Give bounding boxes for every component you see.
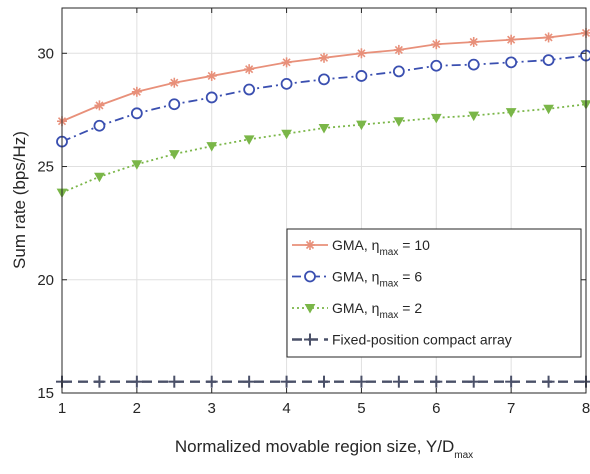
data-point — [543, 104, 554, 115]
data-point — [243, 135, 255, 145]
legend-marker — [304, 270, 316, 283]
x-tick-label: 1 — [58, 400, 66, 417]
data-point — [393, 44, 404, 55]
legend-entry-3: Fixed-position compact array — [292, 332, 512, 348]
data-point — [280, 77, 293, 90]
legend-marker — [304, 333, 316, 346]
data-point — [168, 150, 180, 160]
legend-marker — [305, 240, 315, 250]
y-tick-label: 25 — [37, 159, 54, 176]
legend-label: GMA, ηmax = 10 — [332, 237, 430, 258]
legend-label: Fixed-position compact array — [332, 332, 512, 348]
data-point — [542, 54, 555, 66]
series-layer — [56, 27, 590, 388]
data-point — [94, 172, 105, 183]
series-1 — [56, 49, 590, 148]
data-point — [392, 375, 405, 388]
series-3 — [56, 375, 590, 388]
data-point — [131, 160, 143, 170]
data-point — [243, 83, 256, 96]
x-tick-label: 4 — [282, 400, 290, 417]
legend: GMA, ηmax = 10 GMA, ηmax = 6 GMA, ηmax = 2… — [286, 228, 582, 358]
data-point — [431, 39, 442, 50]
data-point — [543, 32, 554, 43]
data-point — [318, 73, 330, 86]
data-point — [505, 108, 517, 118]
legend-entry-2: GMA, ηmax = 2 — [292, 300, 422, 321]
legend-marker — [304, 304, 316, 314]
data-point — [467, 58, 480, 71]
data-point — [430, 113, 442, 124]
data-point — [392, 65, 405, 78]
data-point — [356, 48, 367, 59]
axis-ticks: 1 2 3 4 5 6 7 8 15 20 25 30 — [37, 8, 590, 417]
x-tick-label: 6 — [432, 400, 440, 417]
data-point — [355, 70, 368, 82]
data-point — [168, 98, 181, 111]
data-point — [169, 77, 180, 88]
data-point — [505, 56, 518, 69]
data-point — [206, 70, 217, 81]
data-point — [206, 142, 218, 152]
data-point — [467, 375, 480, 388]
legend-entry-1: GMA, ηmax = 6 — [292, 269, 422, 290]
y-tick-label: 15 — [37, 385, 54, 402]
x-tick-label: 3 — [208, 400, 216, 417]
data-point — [319, 52, 329, 63]
y-tick-label: 20 — [37, 272, 54, 289]
plot-frame — [61, 7, 587, 394]
x-tick-label: 5 — [357, 400, 365, 417]
data-point — [280, 375, 293, 388]
data-point — [468, 36, 479, 47]
y-axis-label: Sum rate (bps/Hz) — [10, 131, 29, 269]
data-point — [542, 375, 555, 388]
legend-label: GMA, ηmax = 2 — [332, 300, 422, 321]
series-2 — [56, 100, 590, 199]
x-tick-label: 2 — [133, 400, 141, 417]
data-point — [430, 59, 443, 72]
data-point — [243, 375, 256, 388]
data-point — [355, 375, 368, 388]
x-axis-label: Normalized movable region size, Y/Dmax — [175, 437, 473, 461]
data-point — [130, 107, 143, 120]
data-point — [506, 34, 517, 45]
data-point — [93, 119, 106, 132]
data-point — [505, 375, 518, 388]
data-point — [393, 117, 405, 127]
data-point — [205, 375, 218, 388]
data-point — [318, 124, 330, 134]
legend-box — [286, 228, 582, 358]
legend-label: GMA, ηmax = 6 — [332, 269, 422, 290]
data-point — [94, 100, 105, 111]
data-point — [281, 57, 292, 68]
y-tick-label: 30 — [37, 45, 54, 62]
data-point — [205, 91, 218, 104]
data-point — [130, 375, 143, 388]
data-point — [131, 86, 142, 97]
x-tick-label: 8 — [582, 400, 590, 417]
data-point — [430, 375, 443, 388]
data-point — [318, 375, 330, 388]
data-point — [468, 111, 480, 122]
data-point — [281, 129, 292, 140]
data-point — [168, 375, 181, 388]
data-point — [93, 375, 106, 388]
legend-entry-0: GMA, ηmax = 10 — [292, 237, 430, 258]
data-point — [356, 120, 367, 131]
data-point — [244, 64, 255, 75]
x-tick-label: 7 — [507, 400, 515, 417]
